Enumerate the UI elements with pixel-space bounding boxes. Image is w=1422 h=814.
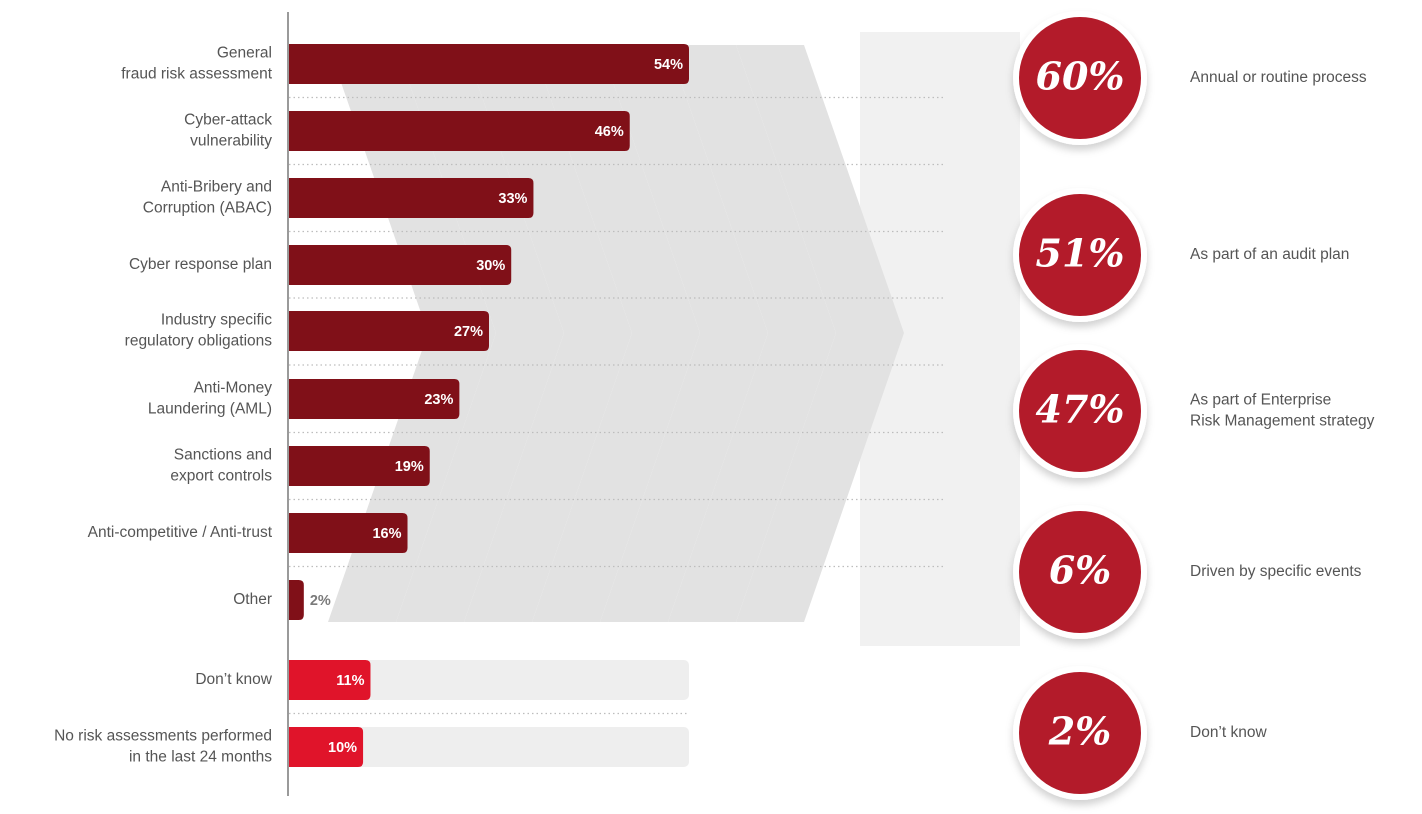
bar bbox=[289, 660, 371, 700]
category-label: regulatory obligations bbox=[125, 333, 273, 350]
bubble-category-label: As part of Enterprise bbox=[1190, 392, 1331, 409]
bar bbox=[289, 379, 460, 419]
bar bbox=[289, 245, 512, 285]
chevron-arrow bbox=[396, 45, 564, 622]
bar-value-label: 54% bbox=[654, 57, 683, 73]
bubble-category-label: Risk Management strategy bbox=[1190, 413, 1375, 430]
chevron-arrow bbox=[464, 45, 632, 622]
bubble bbox=[1019, 194, 1141, 316]
bar-track bbox=[289, 660, 689, 700]
bar bbox=[289, 513, 408, 553]
category-label: Anti-Bribery and bbox=[161, 179, 272, 196]
bubble-category-label: Annual or routine process bbox=[1190, 69, 1367, 86]
chevron-arrow bbox=[668, 45, 836, 622]
category-label: vulnerability bbox=[190, 133, 272, 150]
bar bbox=[289, 580, 304, 620]
category-label: Other bbox=[233, 591, 272, 608]
category-label: in the last 24 months bbox=[129, 749, 272, 766]
bar-value-label: 33% bbox=[498, 191, 527, 207]
bubble bbox=[1019, 17, 1141, 139]
category-label: Cyber-attack bbox=[184, 112, 272, 129]
bubble bbox=[1019, 672, 1141, 794]
bar-value-label: 16% bbox=[372, 526, 401, 542]
bar bbox=[289, 311, 489, 351]
bar-track bbox=[289, 727, 689, 767]
bar bbox=[289, 727, 364, 767]
bar-value-label: 27% bbox=[454, 324, 483, 340]
category-label: fraud risk assessment bbox=[121, 66, 272, 83]
bubble-value-label: 47% bbox=[1036, 387, 1125, 432]
category-label: Corruption (ABAC) bbox=[143, 200, 272, 217]
chevron-arrow bbox=[532, 45, 700, 622]
bar bbox=[289, 44, 689, 84]
category-label: Sanctions and bbox=[174, 447, 272, 464]
category-label: Cyber response plan bbox=[129, 256, 272, 273]
chevron-arrow bbox=[600, 45, 768, 622]
bar-value-label: 2% bbox=[310, 593, 331, 609]
bar-value-label: 46% bbox=[595, 124, 624, 140]
bar-value-label: 30% bbox=[476, 258, 505, 274]
category-label: export controls bbox=[170, 468, 272, 485]
bubble bbox=[1019, 511, 1141, 633]
category-label: Don’t know bbox=[195, 671, 272, 688]
bubble-value-label: 51% bbox=[1036, 231, 1125, 276]
category-label: General bbox=[217, 45, 272, 62]
bubble-category-label: As part of an audit plan bbox=[1190, 246, 1349, 263]
category-label: Laundering (AML) bbox=[148, 401, 272, 418]
bar bbox=[289, 111, 630, 151]
bubble-value-label: 60% bbox=[1036, 54, 1125, 99]
bar-value-label: 10% bbox=[328, 740, 357, 756]
bubble-category-label: Don’t know bbox=[1190, 724, 1267, 741]
bar-value-label: 11% bbox=[336, 673, 364, 689]
bubble bbox=[1019, 350, 1141, 472]
category-label: No risk assessments performed bbox=[54, 728, 272, 745]
chevron-arrow bbox=[736, 45, 904, 622]
bubble-category-label: Driven by specific events bbox=[1190, 563, 1362, 580]
bubble-value-label: 6% bbox=[1049, 548, 1112, 593]
bar bbox=[289, 178, 534, 218]
category-label: Anti-Money bbox=[194, 380, 273, 397]
category-label: Industry specific bbox=[161, 312, 272, 329]
bar-value-label: 19% bbox=[395, 459, 424, 475]
bar bbox=[289, 446, 430, 486]
category-label: Anti-competitive / Anti-trust bbox=[88, 524, 273, 541]
bar-value-label: 23% bbox=[424, 392, 453, 408]
bubble-value-label: 2% bbox=[1048, 709, 1112, 754]
